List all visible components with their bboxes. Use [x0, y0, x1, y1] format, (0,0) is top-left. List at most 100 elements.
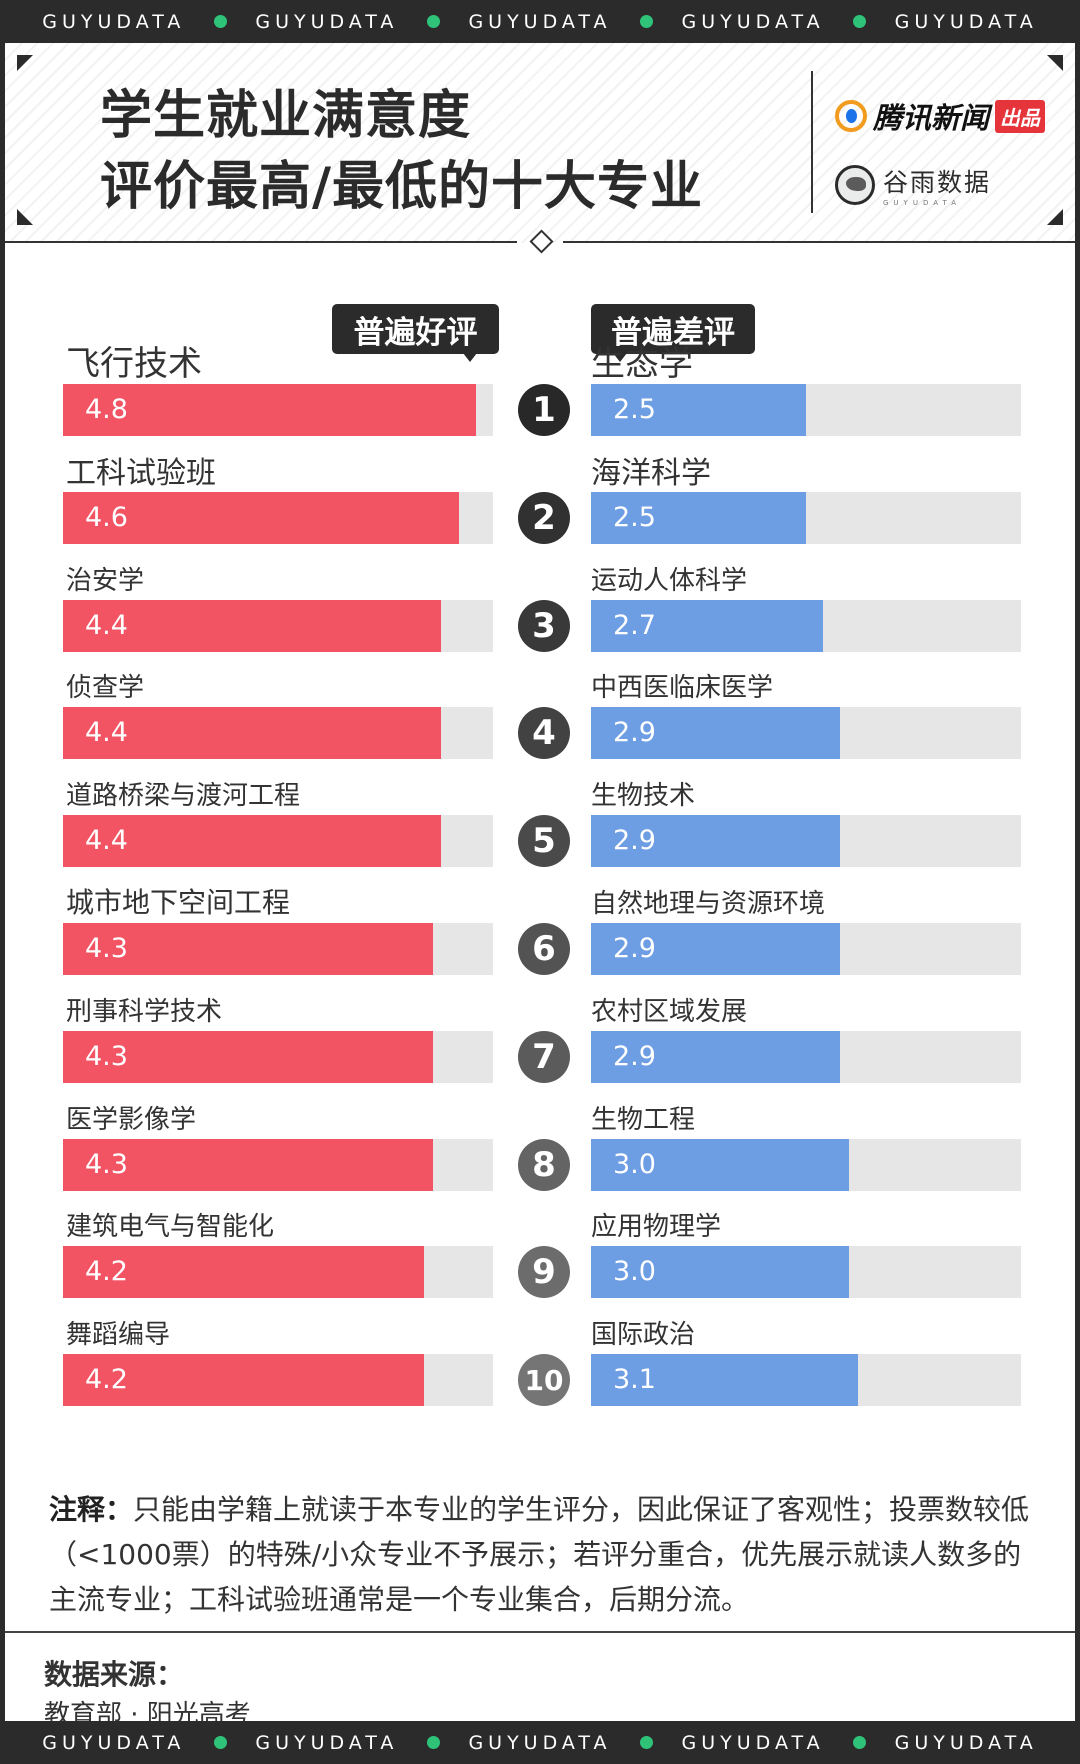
bad-major-label: 农村区域发展	[591, 996, 748, 1027]
good-bar-value: 4.3	[85, 933, 128, 964]
header-divider	[811, 71, 813, 213]
good-bar	[63, 491, 459, 544]
page-title-line1: 学生就业满意度	[100, 86, 472, 146]
bad-bar-track: 2.9	[591, 815, 1021, 868]
good-bar	[63, 384, 476, 436]
bad-bar-value: 2.9	[613, 717, 656, 749]
bad-major-label: 中西医临床医学	[591, 673, 774, 704]
bad-bar-value: 3.0	[613, 1256, 656, 1288]
bad-bar	[591, 923, 841, 975]
bad-bar	[591, 707, 841, 760]
bad-bar-track: 2.9	[591, 1030, 1021, 1083]
bad-bar-track: 2.9	[591, 923, 1021, 975]
header-rule-left	[5, 241, 517, 243]
footnote-label: 注释：	[49, 1493, 134, 1526]
good-bar	[63, 815, 442, 868]
corner-mark-br	[1047, 209, 1063, 225]
bottom-brand-band: GUYUDATA GUYUDATA GUYUDATA GUYUDATA GUYUDATA	[0, 1721, 1080, 1764]
tencent-news-logo: 腾讯新闻 出品	[835, 95, 1046, 137]
guyu-sub-wordmark: GUYUDATA	[883, 199, 961, 207]
bad-major-label: 运动人体科学	[591, 565, 748, 596]
bad-bar	[591, 1246, 849, 1299]
good-bar	[63, 923, 433, 975]
band-wordmark: GUYUDATA	[681, 1731, 825, 1754]
source-text: 教育部 · 阳光高考	[44, 1700, 251, 1721]
good-bar-value: 4.3	[85, 1040, 128, 1072]
band-dot-icon	[213, 15, 227, 28]
good-major-label: 城市地下空间工程	[66, 886, 291, 919]
good-bar	[63, 707, 442, 760]
bad-major-label: 生物技术	[591, 781, 696, 812]
top-brand-band: GUYUDATA GUYUDATA GUYUDATA GUYUDATA GUYUDATA	[0, 0, 1080, 43]
bad-bar-value: 2.9	[613, 933, 656, 964]
tencent-news-wordmark: 腾讯新闻	[873, 101, 990, 135]
good-bar-value: 4.4	[85, 717, 128, 749]
source-divider	[5, 1631, 1075, 1633]
bad-bar	[591, 1354, 858, 1407]
bad-bar	[591, 384, 806, 436]
good-bar-track: 4.3	[63, 1138, 493, 1191]
band-dot-icon	[853, 15, 867, 28]
good-major-label: 舞蹈编导	[66, 1320, 171, 1351]
footnote-text: 只能由学籍上就读于本专业的学生评分，因此保证了客观性；投票数较低（<1000票）…	[49, 1493, 1030, 1616]
good-major-label: 道路桥梁与渡河工程	[66, 781, 301, 812]
rank-badge: 9	[518, 1246, 570, 1299]
bad-major-label: 海洋科学	[591, 455, 711, 491]
band-dot-icon	[640, 15, 654, 28]
band-dot-icon	[853, 1736, 867, 1749]
bad-bar-track: 3.0	[591, 1138, 1021, 1191]
good-major-label: 治安学	[66, 565, 145, 596]
guyu-data-logo: 谷雨数据 GUYUDATA	[835, 163, 991, 207]
bad-bar	[591, 1138, 849, 1191]
tencent-news-badge: 出品	[995, 99, 1046, 133]
band-wordmark: GUYUDATA	[42, 1731, 186, 1754]
bad-major-label: 生物工程	[591, 1104, 696, 1135]
bad-major-label: 自然地理与资源环境	[591, 889, 826, 919]
header-rule-right	[563, 241, 1075, 243]
band-wordmark: GUYUDATA	[255, 10, 399, 33]
bad-major-label: 国际政治	[591, 1320, 696, 1351]
bad-bar-track: 2.7	[591, 599, 1021, 652]
corner-mark-tr	[1047, 55, 1063, 71]
bad-bar-track: 2.5	[591, 384, 1021, 436]
guyu-bird-icon	[835, 165, 875, 205]
rank-badge: 2	[518, 491, 570, 544]
source-label: 数据来源：	[44, 1658, 185, 1691]
good-bar	[63, 1138, 433, 1191]
good-bar-track: 4.4	[63, 599, 493, 652]
band-wordmark: GUYUDATA	[894, 10, 1038, 33]
good-bar-track: 4.2	[63, 1246, 493, 1299]
good-bar-value: 4.2	[85, 1256, 128, 1288]
rank-badge: 1	[518, 384, 570, 436]
good-major-label: 飞行技术	[66, 344, 202, 384]
bad-bar	[591, 491, 806, 544]
good-major-label: 侦查学	[66, 673, 145, 704]
good-bar-track: 4.6	[63, 491, 493, 544]
band-wordmark: GUYUDATA	[681, 10, 825, 33]
good-bar	[63, 1246, 425, 1299]
band-wordmark: GUYUDATA	[255, 1731, 399, 1754]
bad-bar-track: 3.0	[591, 1246, 1021, 1299]
bad-major-label: 应用物理学	[591, 1212, 722, 1243]
bad-bar-track: 3.1	[591, 1354, 1021, 1407]
corner-mark-tl	[17, 55, 33, 71]
good-bar-track: 4.8	[63, 384, 493, 436]
rank-badge: 7	[518, 1030, 570, 1083]
infographic-panel: 学生就业满意度 评价最高/最低的十大专业 腾讯新闻 出品 谷雨数据 GUYUDA…	[5, 43, 1075, 1721]
good-bar-value: 4.4	[85, 825, 128, 857]
bad-bar-track: 2.9	[591, 707, 1021, 760]
footnote: 注释：只能由学籍上就读于本专业的学生评分，因此保证了客观性；投票数较低（<100…	[49, 1487, 1049, 1622]
good-major-label: 医学影像学	[66, 1104, 197, 1135]
good-bar	[63, 599, 442, 652]
good-bar-value: 4.8	[85, 394, 128, 425]
bad-major-label: 生态学	[591, 344, 693, 384]
rank-badge: 3	[518, 599, 570, 652]
bad-bar-value: 3.0	[613, 1148, 656, 1180]
good-bar-value: 4.6	[85, 501, 128, 533]
band-dot-icon	[213, 1736, 227, 1749]
good-bar-track: 4.4	[63, 707, 493, 760]
good-bar-value: 4.2	[85, 1364, 128, 1396]
bad-bar-value: 2.5	[613, 394, 656, 425]
rank-badge: 10	[518, 1354, 570, 1407]
band-dot-icon	[640, 1736, 654, 1749]
